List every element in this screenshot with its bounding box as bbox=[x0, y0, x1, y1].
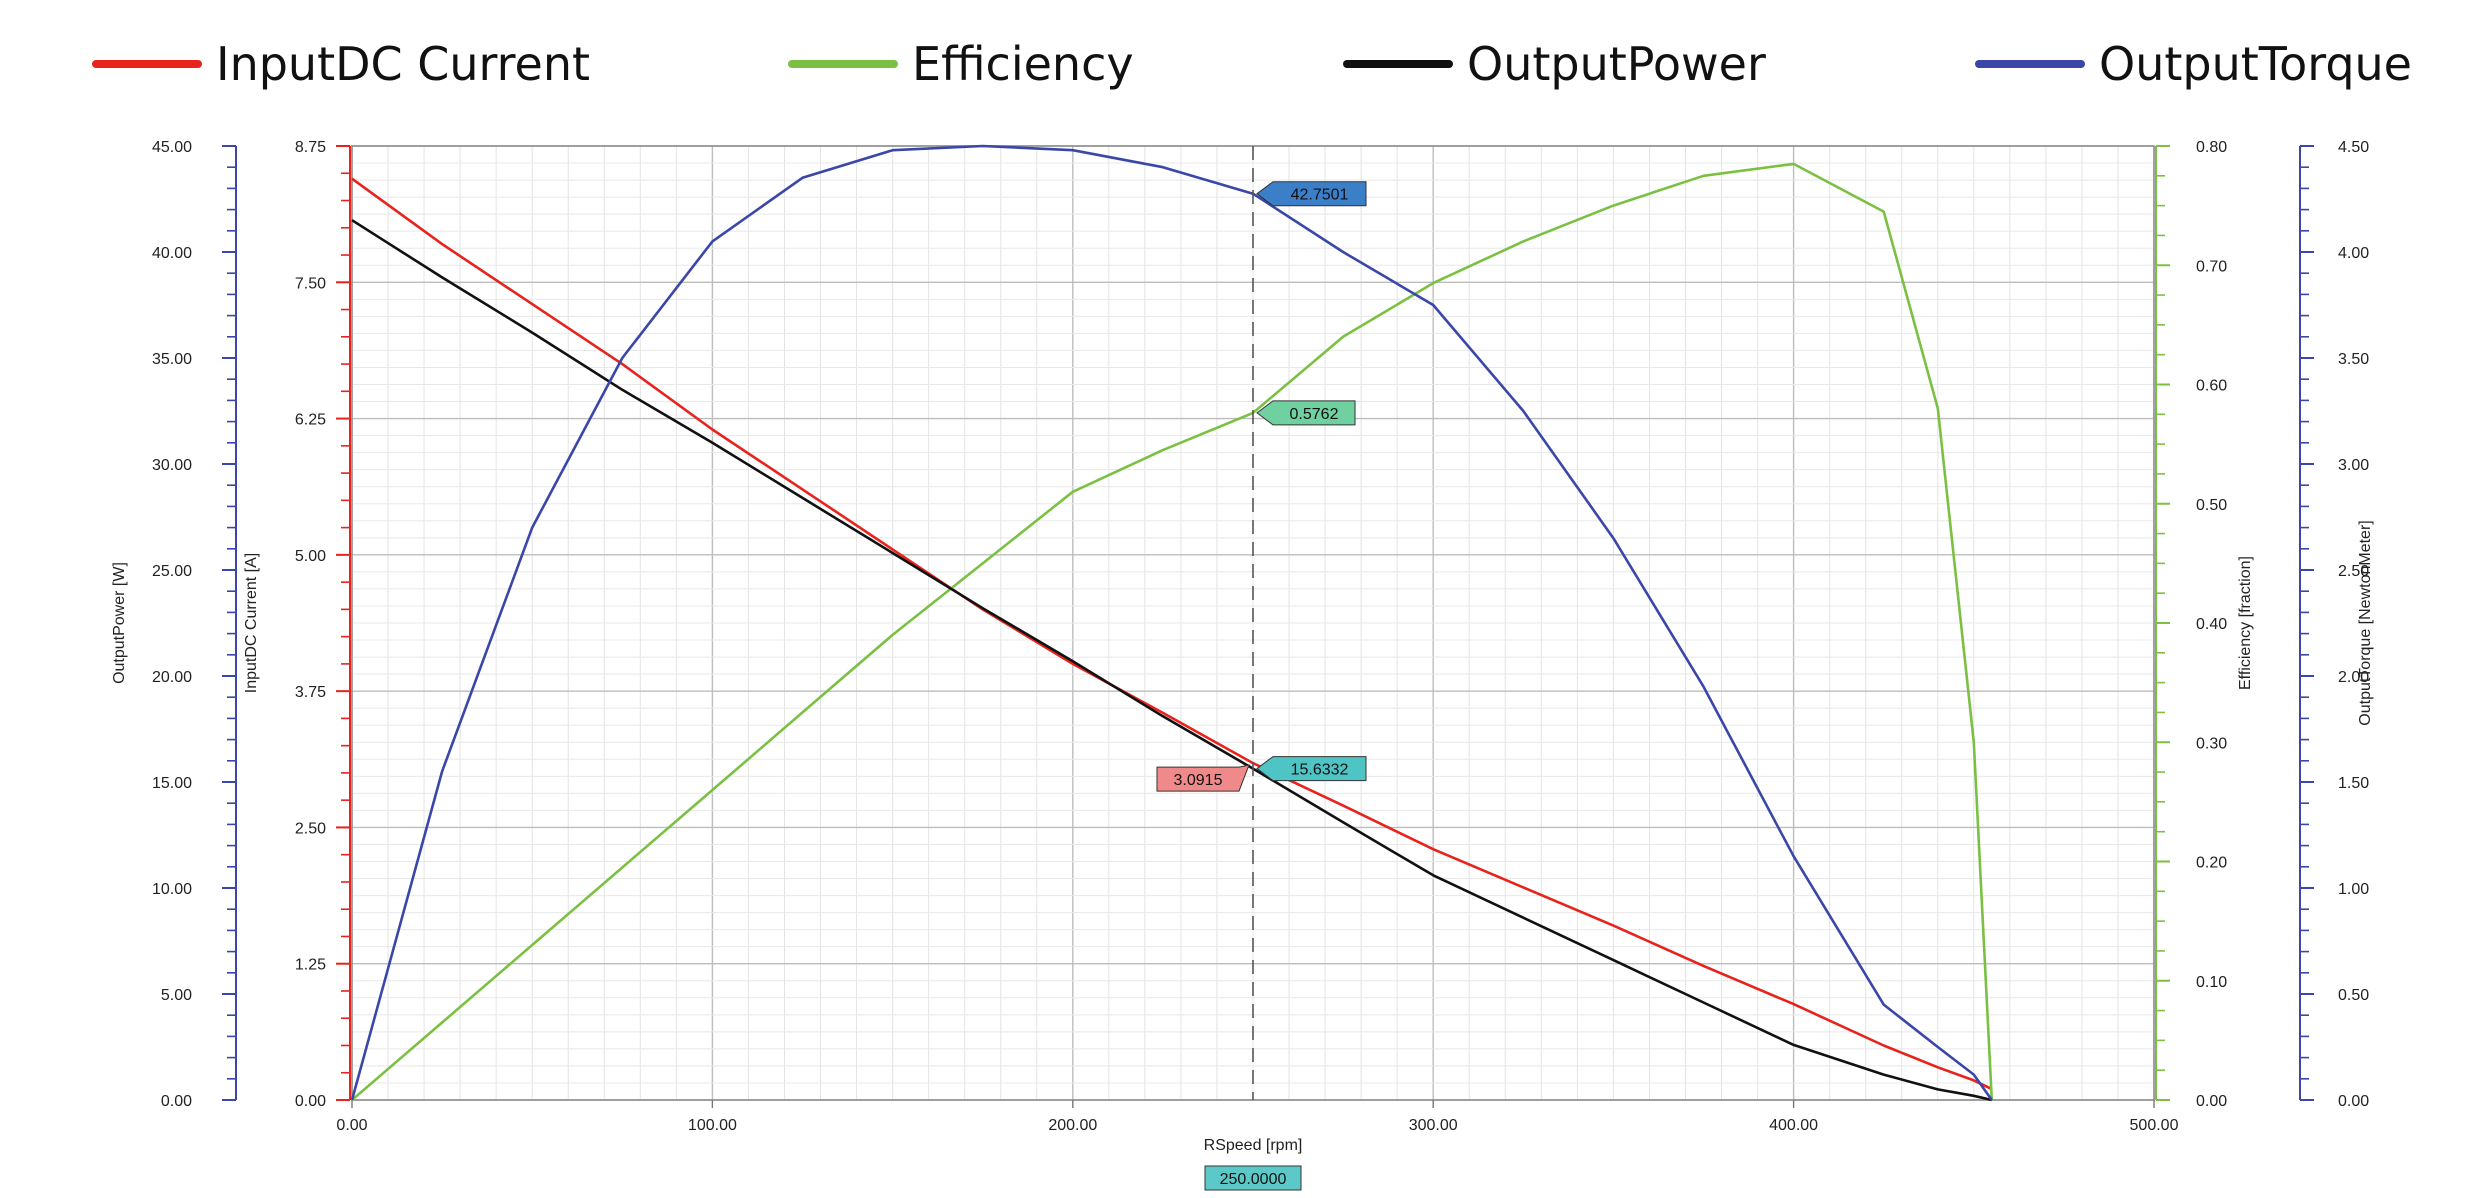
x-tick-label: 0.00 bbox=[336, 1117, 367, 1134]
value-callouts: 42.7501 0.5762 15.6332 3.0915 bbox=[1156, 181, 1367, 792]
power-tick-label: 10.00 bbox=[152, 881, 192, 898]
callout-value-label: 42.7501 bbox=[1291, 187, 1349, 204]
x-tick-label: 500.00 bbox=[2130, 1117, 2179, 1134]
x-tick-label: 200.00 bbox=[1048, 1117, 1097, 1134]
torque-tick-label: 4.50 bbox=[2338, 139, 2369, 156]
torque-tick-label: 1.50 bbox=[2338, 775, 2369, 792]
callout-box bbox=[1256, 756, 1367, 782]
current-tick-label: 6.25 bbox=[295, 412, 326, 429]
legend-label-efficiency: Efficiency bbox=[912, 37, 1134, 91]
legend-item-efficiency: Efficiency bbox=[788, 34, 1134, 94]
series-line-efficiency bbox=[351, 162, 1994, 1101]
current-tick-label: 3.75 bbox=[295, 684, 326, 701]
x-axis-title: RSpeed [rpm] bbox=[1204, 1137, 1303, 1154]
power-tick-label: 30.00 bbox=[152, 457, 192, 474]
torque-tick-label: 3.00 bbox=[2338, 457, 2369, 474]
callout-value-label: 15.6332 bbox=[1291, 762, 1349, 779]
torque-tick-label: 0.00 bbox=[2338, 1093, 2369, 1110]
torque-tick-label: 0.50 bbox=[2338, 987, 2369, 1004]
efficiency-axis-title: Efficiency [fraction] bbox=[2237, 556, 2254, 690]
efficiency-tick-label: 0.80 bbox=[2196, 139, 2227, 156]
current-tick-label: 2.50 bbox=[295, 820, 326, 837]
current-tick-label: 7.50 bbox=[295, 275, 326, 292]
current-tick-label: 5.00 bbox=[295, 548, 326, 565]
torque-tick-label: 1.00 bbox=[2338, 881, 2369, 898]
power-tick-label: 15.00 bbox=[152, 775, 192, 792]
chart-axes: 0.00 100.00 200.00 300.00 400.00 500.00 RSpeed… bbox=[111, 139, 2374, 1154]
efficiency-tick-label: 0.10 bbox=[2196, 974, 2227, 991]
x-tick-label: 100.00 bbox=[688, 1117, 737, 1134]
legend-swatch-outputtorque bbox=[1975, 60, 2085, 68]
power-tick-label: 0.00 bbox=[161, 1093, 192, 1110]
power-tick-label: 40.00 bbox=[152, 245, 192, 262]
efficiency-tick-label: 0.30 bbox=[2196, 735, 2227, 752]
series-line-inputdc-current bbox=[351, 177, 1993, 1091]
callout-value-label: 3.0915 bbox=[1174, 772, 1223, 789]
torque-tick-label: 3.50 bbox=[2338, 351, 2369, 368]
torque-tick-label: 2.50 bbox=[2338, 563, 2369, 580]
efficiency-tick-label: 0.50 bbox=[2196, 497, 2227, 514]
x-tick-label: 300.00 bbox=[1409, 1117, 1458, 1134]
current-axis-title: InputDC Current [A] bbox=[243, 553, 260, 694]
speed-cursor[interactable]: 250.0000 bbox=[1204, 146, 1302, 1191]
power-tick-label: 20.00 bbox=[152, 669, 192, 686]
legend-item-outputpower: OutputPower bbox=[1343, 34, 1766, 94]
torque-tick-label: 2.00 bbox=[2338, 669, 2369, 686]
torque-axis-title: OutputTorque [NewtonMeter] bbox=[2357, 520, 2374, 725]
efficiency-tick-label: 0.20 bbox=[2196, 855, 2227, 872]
power-tick-label: 35.00 bbox=[152, 351, 192, 368]
power-tick-label: 5.00 bbox=[161, 987, 192, 1004]
legend-label-inputdc-current: InputDC Current bbox=[216, 37, 591, 91]
efficiency-tick-label: 0.00 bbox=[2196, 1093, 2227, 1110]
efficiency-tick-label: 0.60 bbox=[2196, 378, 2227, 395]
efficiency-tick-label: 0.40 bbox=[2196, 616, 2227, 633]
efficiency-tick-label: 0.70 bbox=[2196, 258, 2227, 275]
current-tick-label: 1.25 bbox=[295, 957, 326, 974]
chart-legend: InputDC Current Efficiency OutputPower O… bbox=[0, 0, 2492, 140]
legend-swatch-inputdc-current bbox=[92, 60, 202, 68]
x-tick-label: 400.00 bbox=[1769, 1117, 1818, 1134]
cursor-value-box bbox=[1204, 1165, 1302, 1191]
power-tick-label: 25.00 bbox=[152, 563, 192, 580]
legend-swatch-outputpower bbox=[1343, 60, 1453, 68]
callout-box bbox=[1156, 764, 1250, 792]
power-tick-label: 45.00 bbox=[152, 139, 192, 156]
current-tick-label: 8.75 bbox=[295, 139, 326, 156]
legend-item-inputdc-current: InputDC Current bbox=[92, 34, 590, 94]
power-axis-title: OutputPower [W] bbox=[111, 562, 128, 684]
callout-box bbox=[1256, 400, 1356, 426]
legend-item-outputtorque: OutputTorque bbox=[1975, 34, 2412, 94]
series-line-outputpower bbox=[351, 219, 1993, 1102]
cursor-value-label: 250.0000 bbox=[1220, 1171, 1287, 1188]
legend-swatch-efficiency bbox=[788, 60, 898, 68]
callout-value-label: 0.5762 bbox=[1290, 406, 1339, 423]
legend-label-outputpower: OutputPower bbox=[1467, 37, 1766, 91]
legend-label-outputtorque: OutputTorque bbox=[2099, 37, 2412, 91]
callout-box bbox=[1256, 181, 1367, 207]
current-tick-label: 0.00 bbox=[295, 1093, 326, 1110]
torque-tick-label: 4.00 bbox=[2338, 245, 2369, 262]
